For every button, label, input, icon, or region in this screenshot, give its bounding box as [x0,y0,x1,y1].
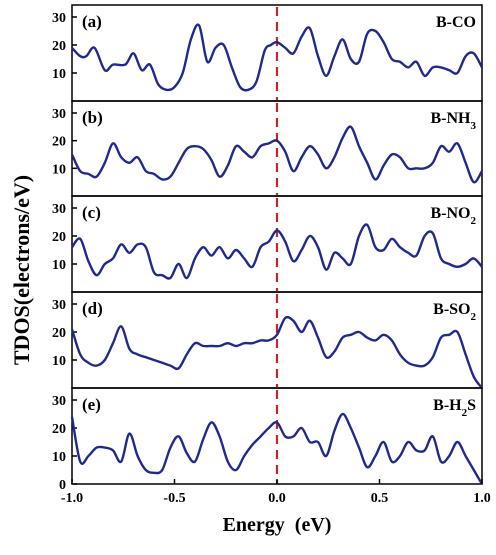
panel-title: B-SO2 [433,301,476,323]
y-tick-label: 30 [52,107,66,122]
y-tick-label: 10 [52,258,66,273]
x-tick-label: 0.5 [371,491,389,506]
panel-b: 10 20 30 (b) B-NH3 [52,100,484,197]
tdos-curve [70,125,484,184]
y-tick-label: 20 [52,135,66,150]
tdos-curve [71,23,484,92]
y-axis-label-wrap: TDOS(electrons/eV) [4,0,40,550]
y-tick-label: 30 [52,202,66,217]
y-tick-label: 30 [52,394,66,409]
y-tick-label: 10 [52,450,66,465]
y-tick-label: 30 [52,298,66,313]
y-tick-label: 30 [52,11,66,26]
panel-title: B-H2S [433,397,476,419]
tdos-curve [70,315,483,389]
panel-title: B-CO [436,14,476,31]
y-axis-label: TDOS(electrons/eV) [9,174,34,366]
y-tick-label: 20 [52,230,66,245]
y-tick-label: 0 [59,478,66,493]
y-tick-label: 20 [52,326,66,341]
panel-letter: (a) [82,12,102,31]
y-tick-label: 10 [52,67,66,82]
x-tick-label: -1.0 [61,491,83,506]
panel-letter: (e) [82,395,101,414]
panel-title: B-NO2 [431,205,477,227]
panel-a: 10 20 30 (a) B-CO [52,4,484,102]
x-axis-label: Energy (eV) [222,514,332,536]
panel-e: 0 10 20 30 (e) B-H2S -1.0 -0.5 0.0 0.5 1.0 [52,387,491,506]
x-tick-label: 0.0 [268,491,286,506]
x-tick-label: 1.0 [473,491,491,506]
x-tick-label: -0.5 [163,491,185,506]
panel-d: 10 20 30 (d) B-SO2 [52,291,483,389]
y-tick-label: 20 [52,39,66,54]
panel-letter: (d) [82,299,103,318]
tdos-curve [71,223,483,280]
y-tick-label: 10 [52,354,66,369]
tdos-curve [70,412,484,485]
panel-title: B-NH3 [431,110,477,132]
panel-c: 10 20 30 (c) B-NO2 [52,195,483,293]
panel-letter: (b) [82,108,103,127]
y-tick-label: 10 [52,162,66,177]
y-tick-label: 20 [52,422,66,437]
panel-letter: (c) [82,203,101,222]
